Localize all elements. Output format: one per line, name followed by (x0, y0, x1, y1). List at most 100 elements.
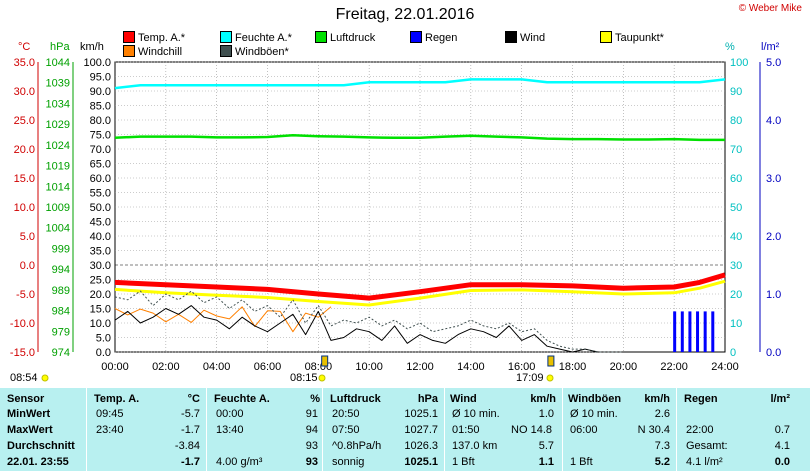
x-tick-label: 04:00 (203, 361, 231, 373)
stats-pressure-value: 1027.7 (404, 424, 438, 436)
sunrise-dot (318, 374, 326, 382)
stats-pressure-value: 1025.1 (404, 408, 438, 420)
stats-temp-value: -1.7 (181, 424, 200, 436)
rain-tick-label: 4.0 (766, 115, 781, 127)
legend-item: Luftdruck (315, 31, 375, 44)
stats-row-label: MaxWert (7, 424, 53, 436)
rain-bar (711, 311, 715, 352)
legend-swatch (410, 31, 422, 43)
legend-swatch (315, 31, 327, 43)
stats-humidity-time: 00:00 (216, 408, 244, 420)
wind-tick-label: 25.0 (90, 275, 111, 287)
temp-tick-label: -5.0 (16, 289, 35, 301)
stats-wind-value: 5.7 (538, 440, 554, 452)
wind-tick-label: 45.0 (90, 217, 111, 229)
time-marker-sunrise: 08:15 (290, 372, 318, 384)
legend-label: Wind (520, 32, 546, 44)
stats-wind-value: 1.1 (538, 456, 554, 468)
pressure-tick-label: 1044 (46, 57, 70, 69)
humidity-tick-label: 20 (730, 289, 742, 301)
legend-item: Temp. A.* (123, 31, 185, 44)
stats-gust-time: 06:00 (570, 424, 598, 436)
stats-rain-time: 4.1 l/m² (686, 456, 723, 468)
stats-pressure-value: 1025.1 (404, 456, 438, 468)
series-line (114, 279, 726, 307)
legend-item: Regen (410, 31, 457, 44)
x-tick-label: 12:00 (406, 361, 434, 373)
stats-temp-time: 09:45 (96, 408, 124, 420)
stats-pressure-time: 20:50 (332, 408, 360, 420)
stats-header: km/h (530, 393, 556, 405)
x-tick-label: 14:00 (457, 361, 485, 373)
stats-gust-time: Ø 10 min. (570, 408, 618, 420)
stats-gust-value: 7.3 (654, 440, 670, 452)
wind-tick-label: 65.0 (90, 159, 111, 171)
pressure-tick-label: 1004 (46, 223, 70, 235)
sun-marker (321, 355, 329, 367)
temp-tick-label: 15.0 (14, 173, 35, 185)
pressure-tick-label: 1039 (46, 78, 70, 90)
stats-header: hPa (417, 393, 438, 405)
stats-gust-direction: N 30.4 (637, 424, 670, 436)
temp-tick-label: 35.0 (14, 57, 35, 69)
pressure-tick-label: 1034 (46, 98, 70, 110)
legend-label: Regen (425, 32, 458, 44)
wind-tick-label: 70.0 (90, 144, 111, 156)
pressure-tick-label: 989 (52, 285, 70, 297)
x-tick-label: 22:00 (660, 361, 688, 373)
temp-tick-label: 30.0 (14, 86, 35, 98)
wind-tick-label: 20.0 (90, 289, 111, 301)
weather-chart: 35.0 30.0 25.0 20.0 15.0 10.0 5.0 0.0 -5.0 -10.0 -… (10, 57, 781, 382)
stats-rain-time: Gesamt: (686, 440, 728, 452)
moon-marker (41, 374, 49, 382)
temp-tick-label: 10.0 (14, 202, 35, 214)
stats-wind-time: 01:50 (452, 424, 480, 436)
stats-gust-value: 5.2 (654, 456, 670, 468)
rain-bar (673, 311, 677, 352)
wind-tick-label: 60.0 (90, 173, 111, 185)
time-marker-sunset: 17:09 (516, 372, 544, 384)
legend-label: Luftdruck (330, 32, 376, 44)
stats-humidity-value: 93 (305, 440, 318, 452)
temp-tick-label: 0.0 (20, 260, 35, 272)
wind-tick-label: 75.0 (90, 130, 111, 142)
stats-wind-time: Ø 10 min. (452, 408, 500, 420)
legend-label: Taupunkt* (615, 32, 664, 44)
temp-tick-label: 5.0 (20, 231, 35, 243)
pressure-tick-label: 1009 (46, 202, 70, 214)
legend-item: Feuchte A.* (220, 31, 292, 44)
wind-tick-label: 95.0 (90, 72, 111, 84)
wind-tick-label: 55.0 (90, 188, 111, 200)
pressure-tick-label: 1014 (46, 181, 70, 193)
legend-swatch (123, 45, 135, 57)
stats-pressure-time: sonnig (332, 456, 365, 468)
rain-tick-label: 2.0 (766, 231, 781, 243)
stats-humidity-value: 91 (305, 408, 318, 420)
stats-gust-value: 2.6 (654, 408, 670, 420)
temp-tick-label: 20.0 (14, 144, 35, 156)
humidity-tick-label: 50 (730, 202, 742, 214)
legend-label: Windböen* (235, 46, 289, 58)
humidity-unit: % (725, 41, 735, 53)
watermark: © Weber Mike (738, 3, 802, 14)
temp-unit: °C (18, 41, 31, 53)
x-tick-label: 00:00 (101, 361, 129, 373)
humidity-tick-label: 0 (730, 347, 736, 359)
stats-rain-time: 22:00 (686, 424, 714, 436)
series-line (114, 306, 332, 333)
stats-wind-time: 137.0 km (452, 440, 498, 452)
stats-temp-value: -3.84 (174, 440, 200, 452)
legend-label: Temp. A.* (138, 32, 186, 44)
stats-header: l/m² (770, 393, 790, 405)
sunset-dot (546, 374, 554, 382)
legend-item: Windchill (123, 45, 182, 58)
stats-header: Wind (450, 393, 477, 405)
stats-row-label: 22.01. 23:55 (7, 456, 69, 468)
legend-swatch (220, 31, 232, 43)
stats-header: km/h (644, 393, 670, 405)
stats-humidity-value: 94 (305, 424, 318, 436)
stats-rain-value: 0.0 (774, 456, 790, 468)
humidity-tick-label: 70 (730, 144, 742, 156)
series-line (114, 78, 726, 90)
wind-tick-label: 40.0 (90, 231, 111, 243)
